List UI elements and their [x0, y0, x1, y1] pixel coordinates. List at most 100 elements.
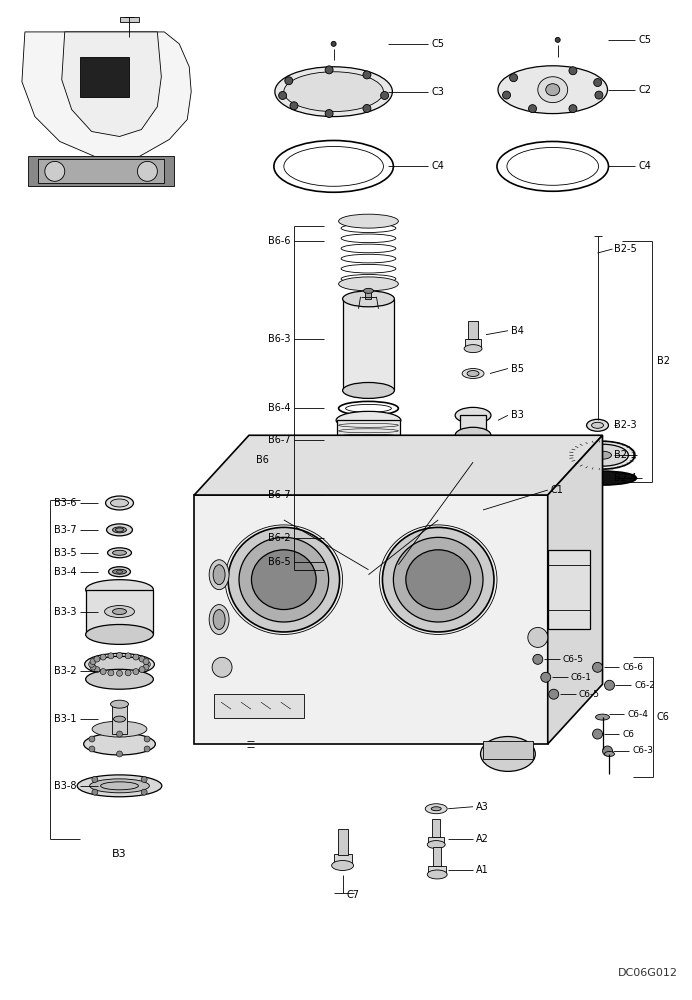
Text: A2: A2	[476, 834, 489, 844]
Ellipse shape	[84, 733, 156, 755]
Ellipse shape	[605, 751, 614, 756]
Circle shape	[592, 662, 603, 672]
Ellipse shape	[84, 653, 154, 675]
Ellipse shape	[78, 775, 162, 797]
Text: C5: C5	[639, 35, 651, 45]
Ellipse shape	[209, 560, 229, 590]
Circle shape	[290, 102, 298, 110]
Ellipse shape	[209, 605, 229, 634]
Circle shape	[144, 736, 150, 742]
Text: C6-6: C6-6	[622, 663, 644, 672]
Ellipse shape	[555, 37, 561, 42]
Ellipse shape	[383, 527, 494, 632]
Circle shape	[595, 91, 603, 99]
Bar	[120, 17, 139, 22]
Ellipse shape	[90, 779, 149, 793]
Circle shape	[92, 789, 98, 795]
Ellipse shape	[480, 737, 536, 771]
Ellipse shape	[343, 382, 394, 398]
Ellipse shape	[406, 550, 471, 610]
Circle shape	[143, 664, 149, 670]
Circle shape	[45, 161, 65, 181]
Ellipse shape	[113, 609, 127, 615]
Circle shape	[528, 627, 548, 647]
Ellipse shape	[213, 565, 225, 585]
Bar	[334, 854, 352, 865]
Bar	[214, 694, 304, 718]
Bar	[80, 57, 129, 97]
Ellipse shape	[92, 656, 147, 672]
Text: B6-4: B6-4	[268, 403, 291, 413]
Circle shape	[100, 654, 106, 660]
Ellipse shape	[86, 580, 154, 600]
Ellipse shape	[86, 624, 154, 644]
Circle shape	[594, 79, 601, 87]
Ellipse shape	[251, 550, 316, 610]
Polygon shape	[22, 32, 191, 156]
Circle shape	[533, 654, 543, 664]
Circle shape	[279, 91, 286, 99]
Bar	[460, 415, 486, 435]
Circle shape	[509, 74, 518, 82]
Ellipse shape	[393, 537, 483, 622]
Bar	[336, 420, 401, 465]
Ellipse shape	[92, 721, 147, 737]
Text: C6-5: C6-5	[579, 690, 600, 699]
Text: B6-7: B6-7	[268, 490, 291, 500]
Ellipse shape	[335, 527, 402, 549]
Text: B3-3: B3-3	[54, 607, 77, 617]
Text: C4: C4	[639, 161, 651, 171]
Ellipse shape	[104, 606, 134, 618]
Circle shape	[325, 66, 333, 74]
Polygon shape	[28, 156, 174, 186]
Circle shape	[100, 669, 106, 675]
Ellipse shape	[455, 427, 491, 443]
Text: B2-5: B2-5	[614, 244, 637, 254]
Bar	[343, 299, 394, 390]
Ellipse shape	[239, 537, 329, 622]
Bar	[548, 550, 590, 629]
Ellipse shape	[587, 419, 608, 431]
Polygon shape	[62, 32, 161, 136]
Circle shape	[90, 664, 96, 670]
Text: B6-6: B6-6	[268, 236, 291, 246]
Text: B2-1: B2-1	[614, 450, 637, 460]
Text: C2: C2	[639, 85, 651, 95]
Bar	[111, 704, 127, 734]
Ellipse shape	[592, 422, 603, 428]
Polygon shape	[548, 435, 603, 744]
Bar	[428, 837, 444, 845]
Text: DC06G012: DC06G012	[617, 968, 677, 978]
Ellipse shape	[336, 466, 401, 484]
Ellipse shape	[336, 511, 401, 529]
Ellipse shape	[596, 714, 610, 720]
Circle shape	[381, 91, 389, 99]
Text: B2-4: B2-4	[614, 473, 637, 483]
Ellipse shape	[569, 471, 637, 485]
Bar	[86, 590, 154, 634]
Text: C6-3: C6-3	[632, 746, 653, 755]
Text: B5: B5	[511, 364, 524, 374]
Circle shape	[569, 67, 577, 75]
Text: B6-7: B6-7	[268, 435, 291, 445]
Ellipse shape	[570, 441, 635, 469]
Text: C7: C7	[347, 890, 360, 900]
Ellipse shape	[331, 41, 336, 46]
Ellipse shape	[343, 531, 394, 545]
Bar	[469, 440, 477, 462]
Circle shape	[212, 657, 232, 677]
Circle shape	[603, 746, 612, 756]
Circle shape	[141, 777, 147, 782]
Circle shape	[285, 77, 293, 85]
Circle shape	[549, 689, 558, 699]
Ellipse shape	[498, 66, 608, 114]
Ellipse shape	[538, 77, 567, 103]
Ellipse shape	[113, 527, 127, 533]
Text: B4: B4	[511, 326, 524, 336]
Ellipse shape	[228, 527, 340, 632]
Text: A3: A3	[476, 802, 489, 812]
Bar	[336, 475, 401, 520]
Bar	[483, 741, 533, 759]
Ellipse shape	[106, 496, 134, 510]
Bar	[365, 291, 372, 299]
